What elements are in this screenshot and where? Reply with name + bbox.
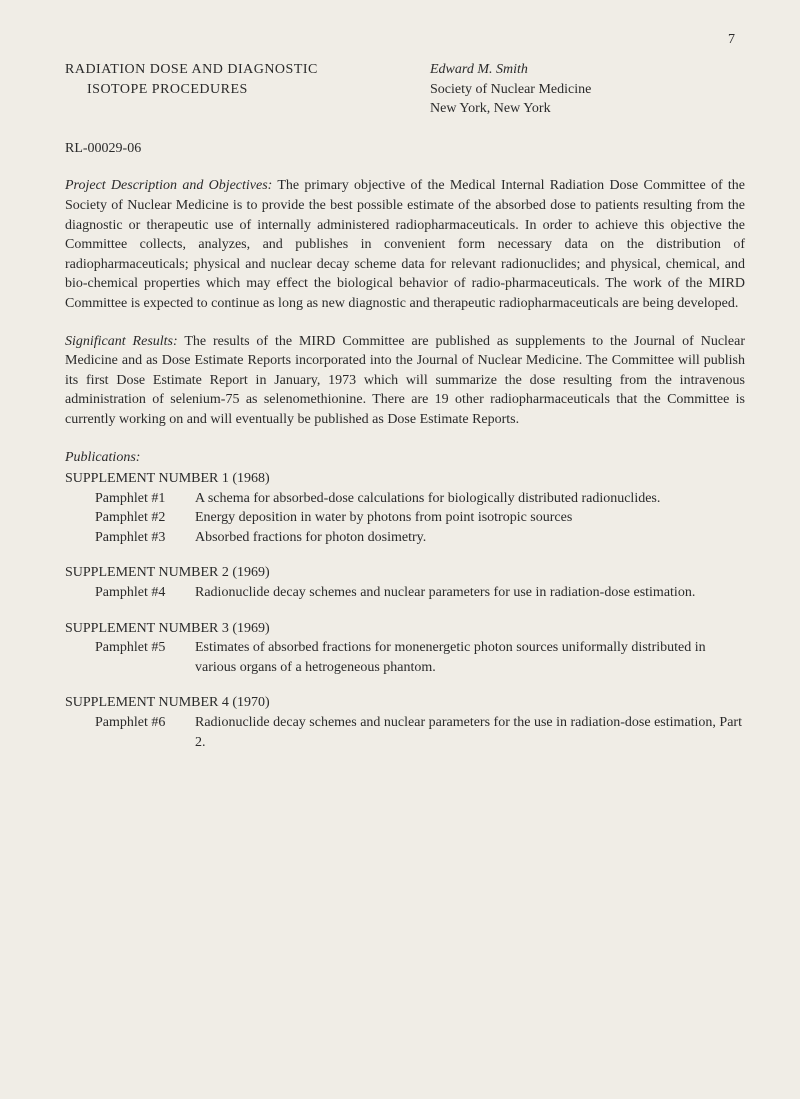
affiliation-line2: New York, New York <box>430 99 745 119</box>
pamphlet-line: Pamphlet #1 A schema for absorbed-dose c… <box>65 489 745 509</box>
pamphlet-label: Pamphlet #4 <box>65 583 195 603</box>
pamphlet-content: Radionuclide decay schemes and nuclear p… <box>195 583 745 603</box>
supplement-block-1: SUPPLEMENT NUMBER 1 (1968) Pamphlet #1 A… <box>65 469 745 547</box>
pamphlet-content: Radionuclide decay schemes and nuclear p… <box>195 713 745 752</box>
project-description-label: Project Description and Objectives: <box>65 178 272 193</box>
header-section: RADIATION DOSE AND DIAGNOSTIC ISOTOPE PR… <box>65 60 745 119</box>
project-description-section: Project Description and Objectives: The … <box>65 176 745 313</box>
title-line2: ISOTOPE PROCEDURES <box>65 80 380 100</box>
pamphlet-line: Pamphlet #3 Absorbed fractions for photo… <box>65 528 745 548</box>
pamphlet-label: Pamphlet #5 <box>65 638 195 658</box>
supplement-title-1: SUPPLEMENT NUMBER 1 (1968) <box>65 469 745 489</box>
pamphlet-content: Absorbed fractions for photon dosimetry. <box>195 528 745 548</box>
supplement-title-4: SUPPLEMENT NUMBER 4 (1970) <box>65 693 745 713</box>
pamphlet-line: Pamphlet #6 Radionuclide decay schemes a… <box>65 713 745 752</box>
pamphlet-label: Pamphlet #1 <box>65 489 195 509</box>
pamphlet-content: Estimates of absorbed fractions for mone… <box>195 638 745 677</box>
header-left: RADIATION DOSE AND DIAGNOSTIC ISOTOPE PR… <box>65 60 380 99</box>
author: Edward M. Smith <box>430 60 745 80</box>
pamphlet-content: Energy deposition in water by photons fr… <box>195 508 745 528</box>
header-right: Edward M. Smith Society of Nuclear Medic… <box>380 60 745 119</box>
supplement-title-2: SUPPLEMENT NUMBER 2 (1969) <box>65 563 745 583</box>
significant-results-section: Significant Results: The results of the … <box>65 332 745 430</box>
pamphlet-line: Pamphlet #2 Energy deposition in water b… <box>65 508 745 528</box>
pamphlet-label: Pamphlet #6 <box>65 713 195 733</box>
pamphlet-content: A schema for absorbed-dose calculations … <box>195 489 745 509</box>
significant-results-label: Significant Results: <box>65 334 178 349</box>
pamphlet-line: Pamphlet #4 Radionuclide decay schemes a… <box>65 583 745 603</box>
supplement-block-2: SUPPLEMENT NUMBER 2 (1969) Pamphlet #4 R… <box>65 563 745 602</box>
project-description-text: The primary objective of the Medical Int… <box>65 178 745 311</box>
title-line1: RADIATION DOSE AND DIAGNOSTIC <box>65 60 380 80</box>
affiliation-line1: Society of Nuclear Medicine <box>430 80 745 100</box>
supplement-title-3: SUPPLEMENT NUMBER 3 (1969) <box>65 619 745 639</box>
publications-header: Publications: <box>65 448 745 468</box>
document-id: RL-00029-06 <box>65 139 745 159</box>
supplement-block-3: SUPPLEMENT NUMBER 3 (1969) Pamphlet #5 E… <box>65 619 745 678</box>
supplement-block-4: SUPPLEMENT NUMBER 4 (1970) Pamphlet #6 R… <box>65 693 745 752</box>
pamphlet-label: Pamphlet #3 <box>65 528 195 548</box>
pamphlet-label: Pamphlet #2 <box>65 508 195 528</box>
pamphlet-line: Pamphlet #5 Estimates of absorbed fracti… <box>65 638 745 677</box>
page-number: 7 <box>728 30 735 50</box>
